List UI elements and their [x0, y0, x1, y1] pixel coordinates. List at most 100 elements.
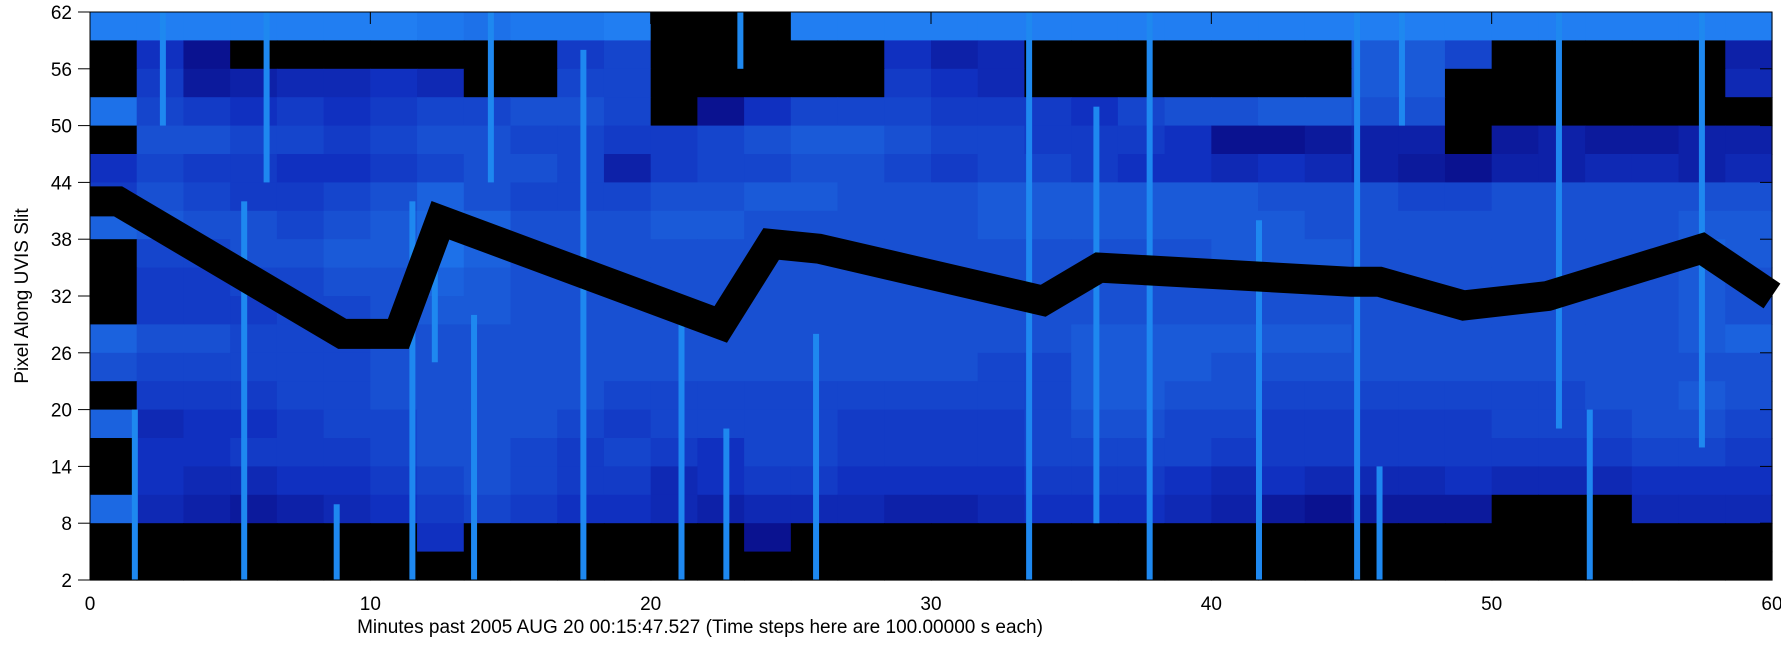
heatmap-cell: [1631, 324, 1680, 354]
heatmap-cell: [837, 381, 885, 411]
heatmap-cell: [977, 466, 1026, 496]
heatmap-cell: [183, 296, 231, 325]
streak: [678, 314, 685, 580]
heatmap-cell: [1491, 239, 1539, 269]
streak: [1376, 466, 1383, 580]
heatmap-cell: [183, 466, 231, 496]
heatmap-cell: [1398, 125, 1446, 155]
heatmap-cell: [1211, 40, 1259, 70]
heatmap-cell: [1258, 551, 1306, 581]
heatmap-cell: [463, 296, 512, 325]
heatmap-cell: [837, 210, 885, 240]
heatmap-cell: [837, 523, 885, 553]
heatmap-cell: [1444, 40, 1493, 70]
heatmap-cell: [650, 125, 698, 155]
heatmap-cell: [230, 409, 278, 439]
heatmap-cell: [1024, 182, 1072, 212]
heatmap-cell: [183, 381, 231, 411]
heatmap-cell: [136, 466, 185, 496]
heatmap-cell: [1117, 409, 1166, 439]
streak: [813, 333, 820, 580]
heatmap-cell: [1398, 494, 1446, 524]
x-tick-label: 10: [360, 594, 381, 615]
heatmap-cell: [1304, 97, 1353, 127]
heatmap-cell: [697, 68, 745, 98]
heatmap-cell: [790, 125, 839, 155]
heatmap-cell: [1164, 438, 1212, 467]
plot-area: [90, 12, 1781, 581]
heatmap-cell: [837, 68, 885, 98]
heatmap-cell: [1211, 296, 1259, 325]
heatmap-cell: [1725, 523, 1773, 553]
heatmap-cell: [837, 324, 885, 354]
heatmap-cell: [1585, 68, 1633, 98]
streak: [1146, 12, 1153, 580]
heatmap-cell: [1491, 324, 1539, 354]
heatmap-cell: [977, 409, 1026, 439]
heatmap-cell: [1258, 182, 1306, 212]
heatmap-cell: [744, 551, 792, 581]
heatmap-cell: [90, 438, 138, 467]
heatmap-cell: [1211, 551, 1259, 581]
heatmap-cell: [323, 466, 371, 496]
heatmap-cell: [1398, 438, 1446, 467]
heatmap-cell: [931, 352, 979, 382]
heatmap-cell: [650, 40, 698, 70]
heatmap-cell: [90, 68, 138, 98]
heatmap-cell: [884, 154, 932, 183]
heatmap-cell: [1444, 239, 1493, 269]
heatmap-cell: [510, 523, 558, 553]
streak: [333, 504, 340, 580]
heatmap-cell: [931, 125, 979, 155]
heatmap-cell: [1117, 40, 1166, 70]
heatmap-cell: [744, 438, 792, 467]
heatmap-cell: [1491, 97, 1539, 127]
heatmap-cell: [323, 352, 371, 382]
heatmap-cell: [1304, 324, 1353, 354]
heatmap-cell: [230, 154, 278, 183]
heatmap-cell: [1538, 494, 1586, 524]
heatmap-cell: [510, 381, 558, 411]
heatmap-cell: [1164, 97, 1212, 127]
heatmap-cell: [90, 523, 138, 553]
heatmap-cell: [603, 324, 652, 354]
heatmap-cell: [417, 466, 465, 496]
heatmap-cell: [1398, 551, 1446, 581]
heatmap-cell: [1725, 551, 1773, 581]
heatmap-cell: [697, 182, 745, 212]
heatmap-cell: [230, 551, 278, 581]
heatmap-cell: [510, 324, 558, 354]
heatmap-cell: [603, 68, 652, 98]
heatmap-cell: [1024, 466, 1072, 496]
heatmap-cell: [463, 182, 512, 212]
heatmap-cell: [837, 97, 885, 127]
heatmap-cell: [1725, 97, 1773, 127]
heatmap-cell: [1585, 210, 1633, 240]
heatmap-cell: [1071, 40, 1119, 70]
heatmap-cell: [697, 210, 745, 240]
streak: [1398, 12, 1405, 126]
heatmap-cell: [977, 523, 1026, 553]
heatmap-cell: [790, 182, 839, 212]
heatmap-cell: [1024, 409, 1072, 439]
streak: [1698, 12, 1705, 448]
streak: [431, 220, 438, 363]
heatmap-cell: [603, 125, 652, 155]
heatmap-cell: [276, 182, 325, 212]
heatmap-cell: [1585, 12, 1633, 41]
x-tick-label: 40: [1201, 594, 1222, 615]
heatmap-cell: [276, 494, 325, 524]
heatmap-cell: [977, 154, 1026, 183]
heatmap-cell: [417, 494, 465, 524]
heatmap-cell: [1211, 68, 1259, 98]
heatmap-cell: [744, 324, 792, 354]
heatmap-cell: [1211, 210, 1259, 240]
heatmap-cell: [90, 97, 138, 127]
heatmap-cell: [90, 352, 138, 382]
heatmap-cell: [1444, 125, 1493, 155]
heatmap-cell: [1444, 324, 1493, 354]
heatmap-cell: [603, 154, 652, 183]
heatmap-cell: [323, 210, 371, 240]
heatmap-cell: [884, 296, 932, 325]
heatmap-cell: [977, 12, 1026, 41]
